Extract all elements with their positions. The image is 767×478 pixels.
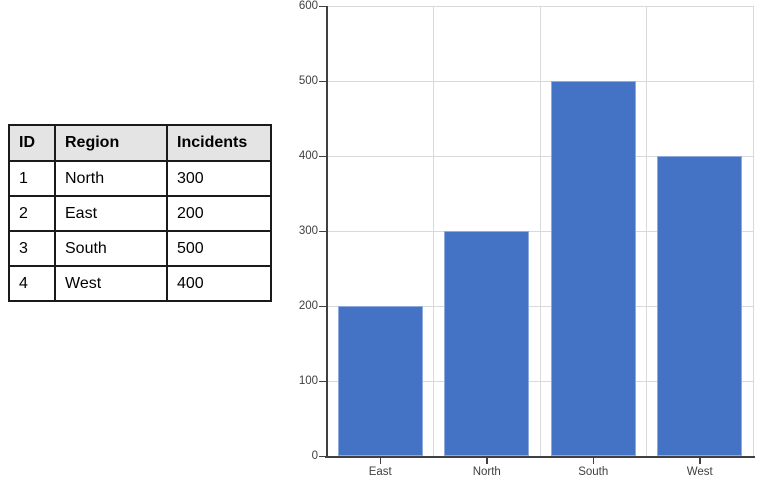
y-axis-tick [319, 80, 327, 82]
y-tick-label: 100 [298, 375, 318, 387]
cell-id: 2 [8, 195, 56, 232]
bar-south [550, 81, 636, 456]
y-axis-tick [319, 455, 327, 457]
x-tick-label: West [686, 466, 713, 478]
y-tick-label: 500 [298, 75, 318, 87]
table-row: 1 North 300 [8, 160, 272, 197]
vertical-gridline [539, 6, 541, 456]
cell-region: South [54, 230, 168, 267]
x-axis-tick [592, 458, 594, 464]
column-header-region: Region [54, 124, 168, 162]
x-tick-label: East [368, 466, 392, 478]
y-tick-label: 300 [298, 225, 318, 237]
y-tick-label: 200 [298, 300, 318, 312]
y-axis-tick [319, 230, 327, 232]
bar-north [444, 231, 530, 456]
column-header-id: ID [8, 124, 56, 162]
x-axis-tick [699, 458, 701, 464]
x-tick-label: South [578, 466, 609, 478]
x-tick-label: North [472, 466, 501, 478]
x-axis-tick [379, 458, 381, 464]
vertical-gridline [433, 6, 434, 456]
y-axis-line [326, 6, 328, 456]
y-axis-tick [319, 305, 327, 307]
vertical-gridline [646, 6, 647, 456]
y-axis-tick [319, 5, 327, 7]
y-tick-label: 0 [311, 450, 318, 462]
x-axis-tick [486, 458, 488, 464]
x-axis-line [325, 456, 755, 458]
cell-region: East [54, 195, 168, 232]
y-tick-label: 600 [298, 0, 318, 12]
cell-id: 1 [8, 160, 56, 197]
cell-region: North [54, 160, 168, 197]
plot-area: 0 100 200 300 400 500 600 East North South West [299, 0, 755, 478]
cell-incidents: 500 [166, 230, 272, 267]
y-axis-tick [319, 155, 327, 157]
cell-incidents: 400 [166, 265, 272, 302]
bar-east [337, 306, 423, 456]
cell-id: 4 [8, 265, 56, 302]
table-row: 3 South 500 [8, 230, 272, 267]
vertical-gridline [752, 6, 754, 456]
y-tick-label: 400 [298, 150, 318, 162]
bar-west [657, 156, 743, 456]
y-axis-tick [319, 380, 327, 382]
table-header-row: ID Region Incidents [8, 124, 272, 162]
column-header-incidents: Incidents [166, 124, 272, 162]
cell-id: 3 [8, 230, 56, 267]
cell-incidents: 300 [166, 160, 272, 197]
table-row: 4 West 400 [8, 265, 272, 302]
incidents-table: ID Region Incidents 1 North 300 2 East 2… [8, 124, 272, 302]
cell-incidents: 200 [166, 195, 272, 232]
cell-region: West [54, 265, 168, 302]
table-row: 2 East 200 [8, 195, 272, 232]
